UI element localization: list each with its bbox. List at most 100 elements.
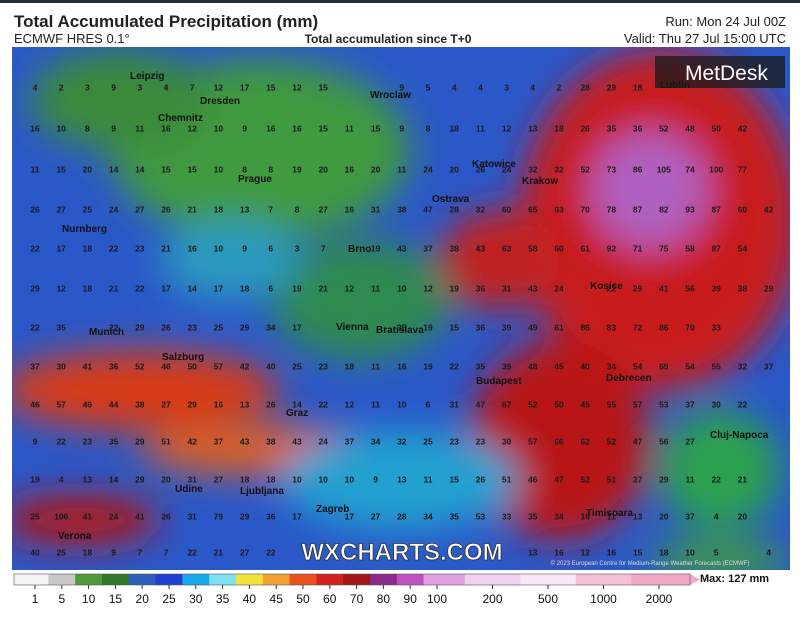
- grid-value: 8: [426, 123, 431, 133]
- grid-value: 28: [397, 511, 407, 521]
- grid-value: 27: [318, 204, 328, 214]
- grid-value: 3: [137, 82, 142, 92]
- colorbar-swatch: [370, 574, 398, 585]
- colorbar-label: 10: [82, 592, 96, 606]
- grid-value: 25: [292, 361, 302, 371]
- grid-value: 42: [187, 436, 197, 446]
- grid-value: 42: [738, 123, 748, 133]
- grid-value: 106: [54, 511, 68, 521]
- grid-value: 17: [292, 322, 302, 332]
- colorbar-frame: [13, 573, 691, 586]
- colorbar-swatch: [75, 574, 103, 585]
- grid-value: 27: [685, 436, 695, 446]
- grid-value: 10: [214, 123, 224, 133]
- grid-value: 35: [56, 322, 66, 332]
- grid-value: 18: [83, 243, 93, 253]
- colorbar-label: 500: [538, 592, 558, 606]
- grid-value: 38: [397, 204, 407, 214]
- grid-value: 48: [685, 123, 695, 133]
- grid-value: 30: [56, 361, 66, 371]
- city-label: Leipzig: [130, 71, 164, 82]
- colorbar-swatch: [262, 574, 291, 585]
- city-label: Brno: [348, 244, 371, 255]
- grid-value: 26: [266, 399, 276, 409]
- grid-value: 30: [502, 436, 512, 446]
- grid-value: 36: [476, 283, 486, 293]
- grid-value: 17: [161, 283, 171, 293]
- grid-value: 15: [56, 164, 66, 174]
- grid-value: 9: [33, 436, 38, 446]
- grid-value: 26: [580, 123, 590, 133]
- city-label: Graz: [286, 408, 308, 419]
- grid-value: 29: [240, 322, 250, 332]
- grid-value: 8: [295, 204, 300, 214]
- grid-value: 16: [345, 204, 355, 214]
- grid-value: 77: [738, 164, 748, 174]
- grid-value: 22: [738, 399, 748, 409]
- logo: MetDesk: [685, 62, 768, 85]
- grid-value: 18: [659, 547, 669, 557]
- grid-value: 4: [766, 547, 771, 557]
- grid-value: 38: [449, 243, 459, 253]
- grid-value: 14: [187, 283, 197, 293]
- colorbar-label: 5: [58, 592, 65, 606]
- grid-value: 39: [502, 361, 512, 371]
- grid-value: 16: [580, 511, 590, 521]
- grid-value: 36: [633, 123, 643, 133]
- max-label: Max: 127 mm: [700, 573, 769, 585]
- grid-value: 87: [711, 243, 721, 253]
- grid-value: 21: [318, 283, 328, 293]
- grid-value: 29: [607, 82, 617, 92]
- colorbar-swatch: [343, 574, 371, 585]
- grid-value: 26: [161, 322, 171, 332]
- grid-value: 87: [711, 204, 721, 214]
- grid-value: 15: [318, 82, 328, 92]
- grid-value: 58: [528, 243, 538, 253]
- grid-value: 37: [764, 361, 774, 371]
- grid-value: 29: [187, 399, 197, 409]
- grid-value: 41: [83, 511, 93, 521]
- colorbar-label: 1000: [590, 592, 617, 606]
- grid-value: 53: [659, 399, 669, 409]
- grid-value: 4: [33, 82, 38, 92]
- grid-value: 12: [187, 123, 197, 133]
- grid-value: 11: [345, 123, 354, 133]
- grid-value: 12: [292, 82, 302, 92]
- city-label: Zagreb: [316, 504, 349, 515]
- grid-value: 22: [266, 547, 276, 557]
- grid-value: 2: [59, 82, 64, 92]
- grid-value: 75: [659, 243, 669, 253]
- grid-value: 63: [554, 204, 564, 214]
- grid-value: 16: [266, 123, 276, 133]
- grid-value: 8: [268, 164, 273, 174]
- colorbar-label: 100: [427, 592, 447, 606]
- grid-value: 60: [554, 243, 564, 253]
- grid-value: 18: [266, 474, 276, 484]
- grid-value: 27: [135, 204, 145, 214]
- grid-value: 7: [164, 547, 169, 557]
- grid-value: 43: [528, 283, 538, 293]
- grid-value: 11: [135, 123, 144, 133]
- grid-value: 36: [109, 361, 119, 371]
- grid-value: 22: [30, 243, 40, 253]
- grid-value: 26: [161, 204, 171, 214]
- grid-value: 12: [423, 283, 433, 293]
- grid-value: 46: [83, 399, 93, 409]
- grid-value: 46: [161, 361, 171, 371]
- city-label: Dresden: [200, 96, 240, 107]
- colorbar-swatch: [155, 574, 183, 585]
- grid-value: 40: [266, 361, 276, 371]
- grid-value: 27: [371, 511, 381, 521]
- grid-value: 87: [633, 204, 643, 214]
- grid-value: 34: [266, 322, 276, 332]
- grid-value: 29: [240, 511, 250, 521]
- grid-value: 15: [449, 322, 459, 332]
- grid-value: 20: [371, 164, 381, 174]
- grid-value: 11: [476, 123, 485, 133]
- grid-value: 29: [135, 436, 145, 446]
- grid-value: 29: [764, 283, 774, 293]
- grid-value: 24: [423, 164, 433, 174]
- city-label: Debrecen: [606, 373, 652, 384]
